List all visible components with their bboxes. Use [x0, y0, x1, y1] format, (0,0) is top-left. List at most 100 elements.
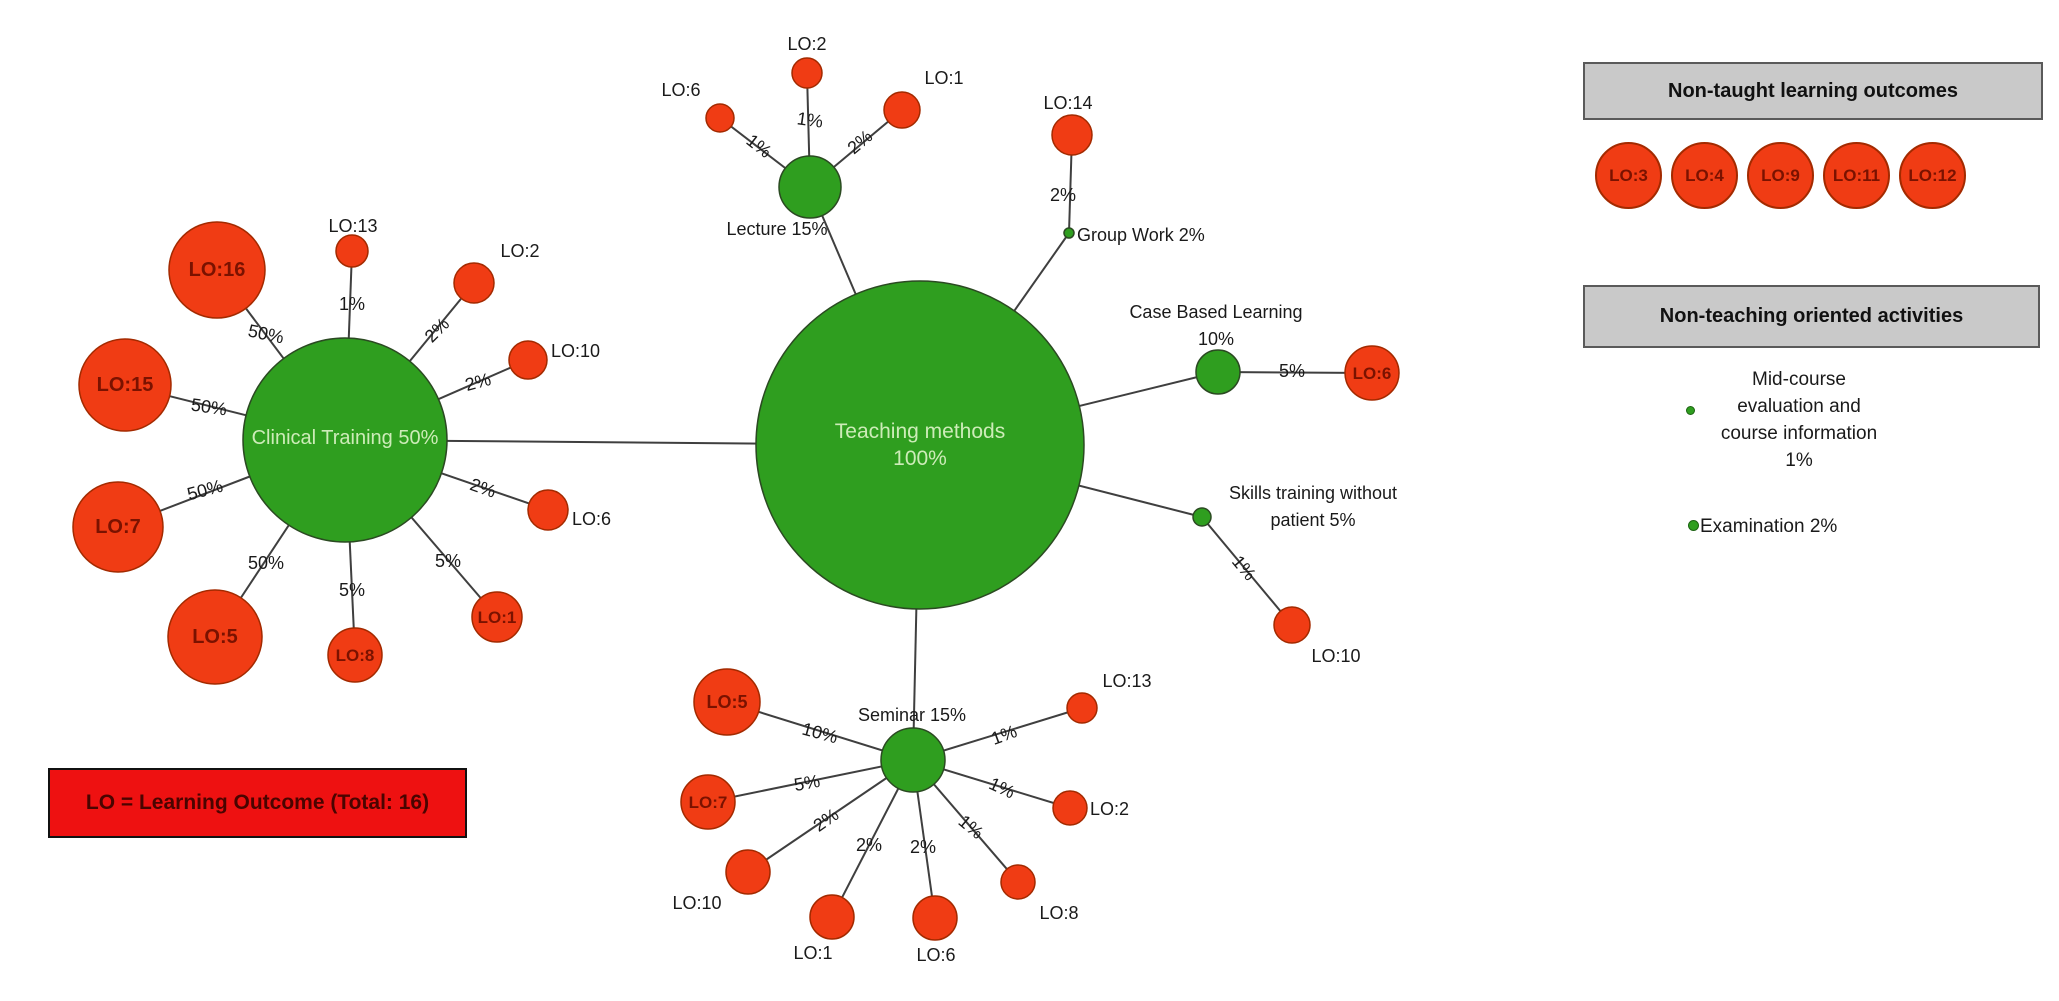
edge-label-groupwork-lo14: 2% — [1050, 185, 1076, 205]
edge-label-lecture-lo1_lecture: 2% — [844, 126, 877, 158]
node-lo1_clin — [471, 591, 523, 643]
node-label-lo15_clin: LO:15 — [97, 374, 154, 396]
edge-label-seminar-lo6_seminar: 2% — [910, 837, 936, 857]
non-teaching-activities-header: Non-teaching oriented activities — [1583, 285, 2040, 348]
node-label-lo10_seminar: LO:10 — [672, 893, 721, 913]
edge-seminar-lo7_seminar — [707, 759, 914, 803]
edge-label-clinical-lo16_clin: 50% — [246, 320, 285, 347]
node-label-lo2_clin: LO:2 — [500, 241, 539, 261]
node-label-lo6_clin: LO:6 — [572, 509, 611, 529]
node-label-teaching: Teaching methods 100% — [835, 420, 1005, 470]
node-label-lo13_seminar: LO:13 — [1102, 671, 1151, 691]
edge-label-clinical-lo5_clin: 50% — [248, 553, 284, 573]
examination-dot-icon — [1688, 520, 1699, 531]
node-lo13_seminar — [1066, 692, 1098, 724]
node-teaching — [755, 280, 1085, 610]
edge-label-seminar-lo7_seminar: 5% — [792, 771, 821, 795]
node-lo6_lecture — [705, 103, 735, 133]
node-label-lo7_clin: LO:7 — [95, 516, 141, 538]
node-label-lo16_clin: LO:16 — [189, 259, 246, 281]
non-teaching-activities-title: Non-teaching oriented activities — [1659, 305, 1964, 327]
node-label-lo10_skills: LO:10 — [1311, 646, 1360, 666]
edge-label-lecture-lo2_lecture: 1% — [796, 108, 825, 131]
node-lo6_clin — [527, 489, 569, 531]
edge-label-seminar-lo10_seminar: 2% — [810, 804, 843, 835]
node-lo15_clin — [78, 338, 172, 432]
edge-label-clinical-lo6_clin: 2% — [467, 474, 498, 501]
examination-label: Examination 2% — [1700, 516, 1838, 537]
node-lecture — [778, 155, 842, 219]
node-skills — [1192, 507, 1212, 527]
non-taught-outcomes-header: Non-taught learning outcomes — [1583, 62, 2043, 120]
nodes-layer — [72, 57, 1400, 941]
mid-course-dot-icon — [1686, 406, 1695, 415]
edge-label-clinical-lo8_clin: 5% — [339, 580, 365, 600]
lo-definition-text: LO = Learning Outcome (Total: 16) — [85, 791, 430, 814]
node-lo10_clin — [508, 340, 548, 380]
node-lo16_clin — [168, 221, 266, 319]
non-taught-lo-circle: LO:4 — [1671, 142, 1738, 209]
node-label-cbl: Case Based Learning 10% — [1129, 302, 1302, 349]
node-lo7_seminar — [680, 774, 736, 830]
node-label-lo5_seminar: LO:5 — [706, 692, 747, 712]
edge-label-seminar-lo13_seminar: 1% — [988, 721, 1019, 749]
node-label-lo2_seminar: LO:2 — [1090, 799, 1129, 819]
non-taught-lo-circle: LO:3 — [1595, 142, 1662, 209]
node-lo5_clin — [167, 589, 263, 685]
node-label-skills: Skills training without patient 5% — [1229, 483, 1397, 530]
non-taught-outcomes-title: Non-taught learning outcomes — [1668, 79, 1958, 102]
node-lo8_clin — [327, 627, 383, 683]
node-lo2_seminar — [1052, 790, 1088, 826]
lo-definition-box: LO = Learning Outcome (Total: 16) — [48, 768, 467, 838]
node-label-groupwork: Group Work 2% — [1077, 225, 1205, 245]
node-label-seminar: Seminar 15% — [858, 705, 966, 725]
node-label-lo5_clin: LO:5 — [192, 626, 238, 648]
node-clinical — [242, 337, 448, 543]
edge-label-seminar-lo2_seminar: 1% — [986, 773, 1018, 802]
node-lo14 — [1051, 114, 1093, 156]
node-label-lo6_lecture: LO:6 — [661, 80, 700, 100]
node-lo6_seminar — [912, 895, 958, 941]
node-cbl — [1195, 349, 1241, 395]
node-lo8_seminar — [1000, 864, 1036, 900]
edge-label-seminar-lo8_seminar: 1% — [955, 811, 988, 843]
edge-label-clinical-lo13_clin: 1% — [339, 294, 365, 314]
node-label-lo1_seminar: LO:1 — [793, 943, 832, 963]
node-label-clinical: Clinical Training 50% — [252, 427, 439, 449]
edge-seminar-lo10_seminar — [747, 759, 914, 873]
node-label-lo14: LO:14 — [1043, 93, 1092, 113]
node-groupwork — [1063, 227, 1075, 239]
node-lo2_clin — [453, 262, 495, 304]
node-label-lo1_lecture: LO:1 — [924, 68, 963, 88]
edge-label-clinical-lo1_clin: 5% — [435, 551, 461, 571]
node-label-lo6_seminar: LO:6 — [916, 945, 955, 965]
node-lo6_cbl — [1344, 345, 1400, 401]
edge-label-clinical-lo10_clin: 2% — [463, 369, 493, 395]
node-label-lo10_clin: LO:10 — [551, 341, 600, 361]
node-lo10_seminar — [725, 849, 771, 895]
edge-label-clinical-lo15_clin: 50% — [190, 395, 228, 420]
node-lo1_lecture — [883, 91, 921, 129]
node-label-lo7_seminar: LO:7 — [689, 793, 728, 812]
node-label-lo6_cbl: LO:6 — [1353, 364, 1392, 383]
node-lo2_lecture — [791, 57, 823, 89]
edge-skills-lo10_skills — [1201, 516, 1293, 626]
node-label-lo8_seminar: LO:8 — [1039, 903, 1078, 923]
node-lo10_skills — [1273, 606, 1311, 644]
node-label-lo13_clin: LO:13 — [328, 216, 377, 236]
node-label-lecture: Lecture 15% — [726, 219, 827, 239]
node-lo13_clin — [335, 234, 369, 268]
non-taught-outcomes-list: LO:3 LO:4 LO:9 LO:11 LO:12 — [1595, 142, 1966, 209]
edge-label-seminar-lo1_seminar: 2% — [856, 835, 882, 855]
non-taught-lo-circle: LO:11 — [1823, 142, 1890, 209]
edge-label-cbl-lo6_cbl: 5% — [1279, 361, 1305, 381]
node-lo7_clin — [72, 481, 164, 573]
node-seminar — [880, 727, 946, 793]
edge-label-clinical-lo7_clin: 50% — [185, 476, 225, 505]
node-lo5_seminar — [693, 668, 761, 736]
node-label-lo2_lecture: LO:2 — [787, 34, 826, 54]
non-taught-lo-circle: LO:9 — [1747, 142, 1814, 209]
edge-label-seminar-lo5_seminar: 10% — [800, 719, 840, 748]
